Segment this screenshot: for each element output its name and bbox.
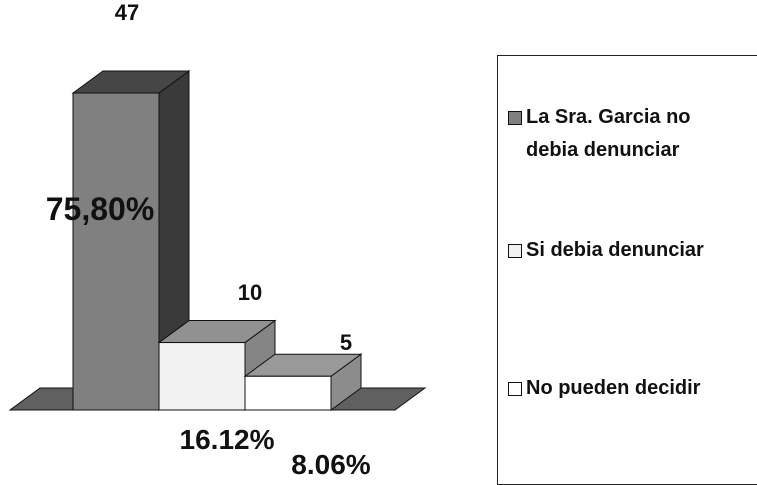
percent-label: 75,80% (46, 191, 155, 227)
legend: La Sra. Garcia no debia denunciar Si debi… (497, 55, 757, 485)
legend-entry: Si debia denunciar (508, 234, 748, 267)
bar (72, 92, 160, 411)
legend-label: No pueden decidir (526, 377, 701, 399)
value-label: 47 (115, 0, 139, 25)
value-label: 5 (340, 330, 352, 355)
value-label: 10 (238, 280, 262, 305)
legend-swatch (508, 382, 522, 396)
legend-swatch (508, 244, 522, 258)
legend-swatch (508, 111, 522, 125)
bar (158, 342, 246, 411)
percent-label: 16.12% (180, 424, 275, 455)
legend-label: Si debia denunciar (526, 239, 704, 261)
bar (244, 375, 332, 411)
percent-label: 8.06% (291, 449, 370, 477)
legend-entry: No pueden decidir (508, 372, 748, 405)
legend-entry: La Sra. Garcia no debia denunciar (508, 101, 748, 167)
legend-label: La Sra. Garcia no debia denunciar (526, 106, 691, 161)
